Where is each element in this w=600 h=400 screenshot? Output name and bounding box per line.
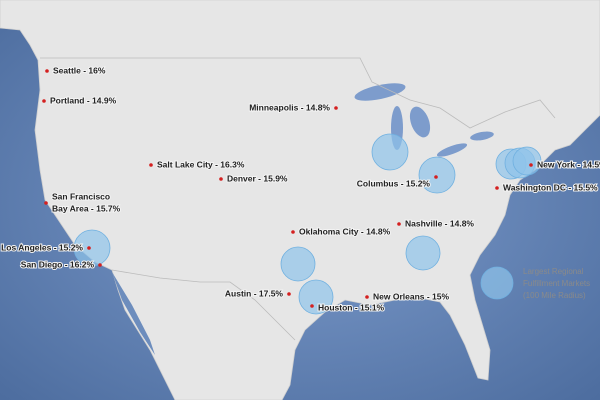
city-dot — [529, 163, 533, 167]
city-dot — [365, 295, 369, 299]
market-circle — [418, 156, 456, 194]
city-dot — [434, 175, 438, 179]
labels: Seattle - 16% Portland - 14.9% Salt Lake C… — [0, 64, 600, 313]
city-label: Oklahoma City - 14.8% — [299, 226, 391, 236]
city-dot — [287, 292, 291, 296]
gulf-of-california — [112, 272, 155, 355]
city-label: Houston - 15.1% — [318, 302, 385, 312]
legend-text: Largest Regional — [523, 267, 584, 276]
market-circle — [73, 229, 111, 267]
city-label: Minneapolis - 14.8% — [249, 102, 330, 112]
city-dot — [291, 230, 295, 234]
legend-text: Fulfillment Markets — [523, 279, 590, 288]
city-label: Seattle - 16% — [53, 65, 106, 75]
city-label: Los Angeles - 15.2% — [1, 242, 83, 252]
city-dot — [42, 99, 46, 103]
city-dot — [310, 304, 314, 308]
city-label: Washington DC - 15.5% — [503, 182, 598, 192]
city-dot — [149, 163, 153, 167]
city-label: Denver - 15.9% — [227, 173, 288, 183]
city-dot — [334, 106, 338, 110]
city-label: San Francisco — [52, 191, 110, 201]
city-label: Austin - 17.5% — [225, 288, 284, 298]
city-dot — [98, 263, 102, 267]
city-label: Bay Area - 15.7% — [52, 203, 121, 213]
market-circle — [371, 133, 409, 171]
legend-text: (100 Mile Radius) — [523, 291, 586, 300]
city-dot — [45, 69, 49, 73]
market-circle — [405, 235, 441, 271]
market-circles — [73, 133, 542, 315]
market-circle — [280, 246, 316, 282]
market-circle — [298, 279, 334, 315]
city-dot — [397, 222, 401, 226]
city-label: San Diego - 16.2% — [21, 259, 95, 269]
border — [40, 57, 556, 129]
city-label: Salt Lake City - 16.3% — [157, 159, 245, 169]
legend-circle — [480, 266, 514, 300]
city-dot — [44, 201, 48, 205]
city-dot — [87, 246, 91, 250]
city-dot — [495, 186, 499, 190]
city-dot — [219, 177, 223, 181]
city-label: Nashville - 14.8% — [405, 218, 474, 228]
city-label: New York - 14.5% — [537, 159, 600, 169]
city-label: New Orleans - 15% — [373, 291, 450, 301]
city-label: Portland - 14.9% — [50, 95, 117, 105]
city-label: Columbus - 15.2% — [357, 178, 431, 188]
market-circle — [512, 146, 542, 176]
border — [111, 269, 296, 341]
